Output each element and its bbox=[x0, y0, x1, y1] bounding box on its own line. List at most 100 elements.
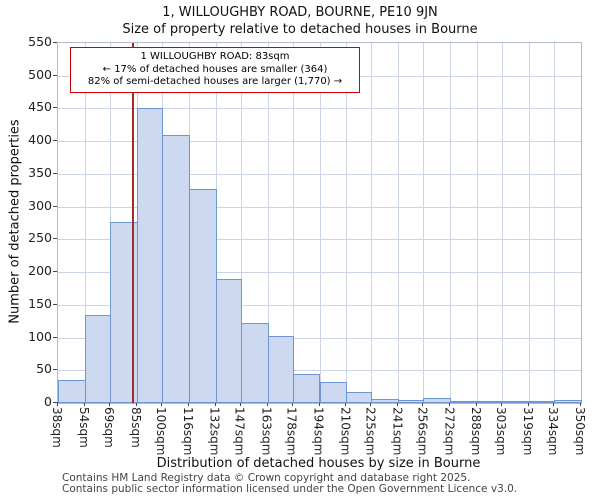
histogram-bar bbox=[477, 401, 504, 403]
annotation-property-size: 1 WILLOUGHBY ROAD: 83sqm bbox=[140, 51, 290, 62]
plot-area: 1 WILLOUGHBY ROAD: 83sqm ← 17% of detach… bbox=[57, 42, 582, 404]
page-subtitle: Size of property relative to detached ho… bbox=[122, 22, 478, 37]
y-tick-mark bbox=[53, 238, 57, 240]
histogram-bar bbox=[529, 401, 556, 403]
histogram-bar bbox=[371, 399, 400, 403]
x-tick-mark bbox=[580, 402, 581, 406]
gridline-vertical bbox=[292, 43, 294, 403]
histogram-bar bbox=[240, 322, 269, 403]
histogram-bar bbox=[292, 374, 321, 403]
y-tick-label: 300 bbox=[28, 197, 52, 213]
y-tick-label: 0 bbox=[44, 394, 52, 409]
histogram-bar bbox=[58, 380, 86, 403]
histogram-bar bbox=[161, 134, 190, 403]
histogram-bar bbox=[346, 391, 373, 403]
x-tick-mark bbox=[397, 402, 399, 406]
x-tick-mark bbox=[187, 402, 189, 406]
x-tick-label: 303sqm bbox=[494, 407, 509, 456]
x-tick-mark bbox=[422, 402, 424, 406]
histogram-bar bbox=[188, 188, 217, 403]
x-tick-label: 132sqm bbox=[207, 407, 222, 456]
annotation-larger-stat: 82% of semi-detached houses are larger (… bbox=[87, 76, 343, 87]
x-tick-label: 178sqm bbox=[284, 407, 299, 456]
y-tick-mark bbox=[53, 402, 57, 403]
y-tick-label: 200 bbox=[28, 263, 52, 279]
histogram-bar bbox=[502, 401, 531, 403]
footer-line-2: Contains public sector information licen… bbox=[62, 483, 518, 495]
y-tick-label: 50 bbox=[36, 361, 52, 377]
y-tick-mark bbox=[53, 205, 57, 207]
x-tick-mark bbox=[528, 402, 530, 406]
gridline-vertical bbox=[84, 43, 86, 403]
x-tick-mark bbox=[318, 402, 320, 406]
x-tick-mark bbox=[553, 402, 555, 406]
gridline-vertical bbox=[502, 43, 504, 403]
gridline-vertical bbox=[529, 43, 531, 403]
property-size-marker-line bbox=[132, 43, 135, 403]
x-tick-label: 241sqm bbox=[390, 407, 405, 456]
x-tick-label: 38sqm bbox=[50, 407, 64, 448]
x-tick-label: 194sqm bbox=[311, 407, 326, 456]
x-tick-label: 272sqm bbox=[442, 407, 457, 456]
x-tick-label: 225sqm bbox=[363, 407, 378, 456]
y-tick-mark bbox=[53, 336, 57, 338]
x-tick-label: 334sqm bbox=[546, 407, 561, 456]
gridline-vertical bbox=[319, 43, 321, 403]
x-tick-mark bbox=[57, 402, 58, 406]
x-tick-mark bbox=[266, 402, 268, 406]
y-tick-mark bbox=[53, 303, 57, 305]
x-tick-label: 85sqm bbox=[128, 407, 143, 448]
gridline-vertical bbox=[477, 43, 479, 403]
histogram-bar bbox=[267, 335, 294, 403]
x-tick-label: 210sqm bbox=[338, 407, 353, 456]
gridline-vertical bbox=[346, 43, 348, 403]
x-tick-mark bbox=[476, 402, 478, 406]
gridline-vertical bbox=[240, 43, 242, 403]
footer-line-1: Contains HM Land Registry data © Crown c… bbox=[62, 472, 471, 484]
x-tick-label: 116sqm bbox=[180, 407, 195, 456]
x-tick-label: 69sqm bbox=[101, 407, 116, 448]
x-tick-label: 350sqm bbox=[573, 407, 587, 456]
x-axis-label: Distribution of detached houses by size … bbox=[156, 456, 481, 471]
gridline-vertical bbox=[450, 43, 452, 403]
histogram-bar bbox=[319, 382, 348, 403]
gridline-vertical bbox=[398, 43, 400, 403]
x-tick-label: 163sqm bbox=[259, 407, 274, 456]
y-tick-mark bbox=[53, 369, 57, 371]
y-tick-mark bbox=[53, 140, 57, 142]
gridline-vertical bbox=[423, 43, 425, 403]
gridline-vertical bbox=[267, 43, 269, 403]
y-tick-label: 250 bbox=[28, 230, 52, 246]
annotation-smaller-stat: ← 17% of detached houses are smaller (36… bbox=[102, 63, 328, 75]
y-tick-label: 100 bbox=[28, 328, 52, 344]
histogram-bar bbox=[398, 400, 425, 403]
y-tick-label: 350 bbox=[28, 164, 52, 180]
x-tick-label: 319sqm bbox=[521, 407, 536, 456]
x-tick-mark bbox=[83, 402, 85, 406]
histogram-bar bbox=[450, 401, 479, 403]
y-tick-mark bbox=[53, 107, 57, 109]
x-tick-label: 100sqm bbox=[153, 407, 168, 456]
y-tick-label: 450 bbox=[28, 99, 52, 115]
histogram-bar bbox=[554, 400, 582, 403]
x-tick-mark bbox=[239, 402, 241, 406]
histogram-bar bbox=[136, 108, 163, 403]
y-axis-label: Number of detached properties bbox=[7, 119, 23, 324]
y-tick-label: 400 bbox=[28, 132, 52, 148]
annotation-box: 1 WILLOUGHBY ROAD: 83sqm ← 17% of detach… bbox=[70, 47, 360, 93]
histogram-bar bbox=[423, 398, 452, 403]
gridline-vertical bbox=[371, 43, 373, 403]
histogram-bar bbox=[84, 314, 111, 403]
x-tick-mark bbox=[291, 402, 293, 406]
x-tick-mark bbox=[135, 402, 137, 406]
x-tick-label: 54sqm bbox=[76, 407, 91, 448]
x-tick-mark bbox=[501, 402, 503, 406]
y-tick-mark bbox=[53, 74, 57, 76]
x-tick-mark bbox=[449, 402, 451, 406]
x-tick-label: 288sqm bbox=[469, 407, 484, 456]
y-tick-mark bbox=[53, 271, 57, 273]
x-tick-mark bbox=[214, 402, 216, 406]
x-tick-mark bbox=[370, 402, 372, 406]
y-tick-mark bbox=[53, 42, 57, 43]
